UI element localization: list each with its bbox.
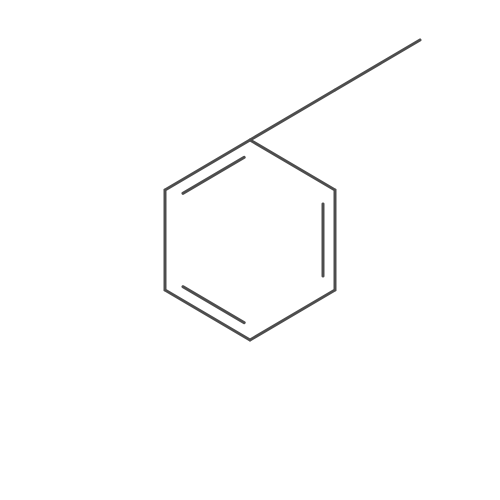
bond-line [250, 290, 335, 340]
bond-line [335, 40, 420, 90]
molecule-diagram [0, 0, 500, 500]
bond-line [250, 140, 335, 190]
bond-line [165, 140, 250, 190]
bond-line [250, 90, 335, 140]
bond-line [165, 290, 250, 340]
